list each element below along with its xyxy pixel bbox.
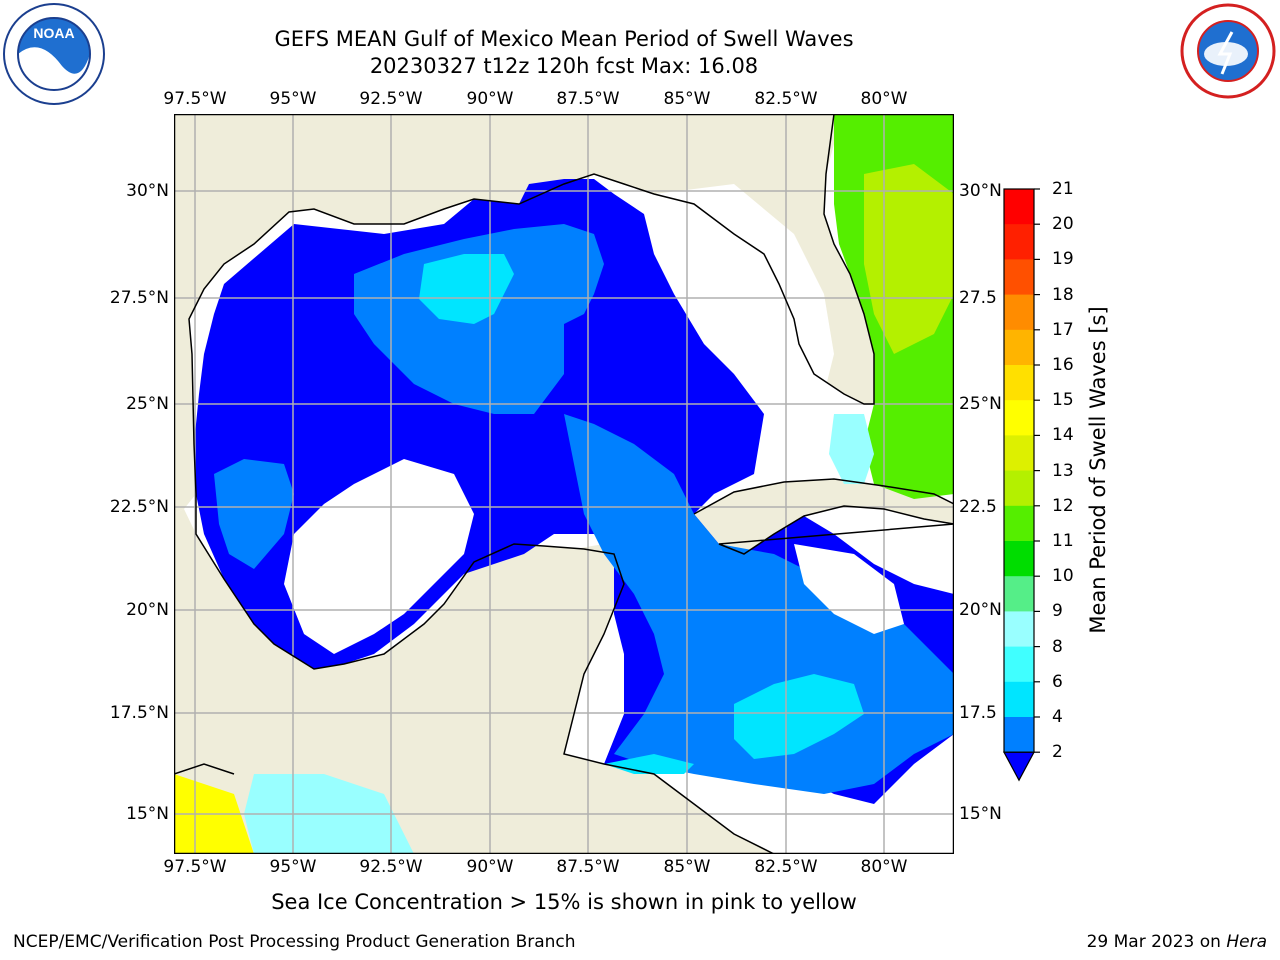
colorbar-tick-label: 21 — [1052, 179, 1074, 199]
chart-subtitle: 20230327 t12z 120h fcst Max: 16.08 — [369, 54, 759, 78]
lon-tick-label: 97.5°W — [163, 857, 227, 877]
colorbar-tick-label: 11 — [1052, 531, 1074, 551]
footer-date: 29 Mar 2023 on Hera — [1087, 932, 1267, 952]
lon-tick-label: 90°W — [466, 89, 514, 109]
lat-tick-label: 27.5°N — [109, 288, 169, 308]
colorbar-tick-label: 13 — [1052, 460, 1074, 481]
land-mexico — [174, 509, 774, 854]
colorbar-segment — [1004, 576, 1034, 612]
colorbar-segment — [1004, 646, 1034, 683]
lat-tick-label: 30°N — [959, 181, 1002, 201]
gulf-of-mexico-map — [174, 114, 954, 854]
period-4-6-west — [214, 459, 294, 569]
colorbar-tick-label: 9 — [1052, 601, 1063, 622]
gap-cuba-south — [794, 544, 904, 634]
lon-tick-label: 92.5°W — [359, 857, 423, 877]
lat-tick-label: 15°N — [126, 804, 169, 824]
land-yucatan — [474, 544, 624, 754]
colorbar-segment — [1004, 294, 1034, 331]
sea-ice-note: Sea Ice Concentration > 15% is shown in … — [271, 890, 857, 914]
footer-host: Hera — [1226, 932, 1267, 952]
lon-tick-label: 97.5°W — [163, 89, 227, 109]
colorbar-segment — [1004, 470, 1034, 507]
colorbar-tick-label: 2 — [1052, 742, 1063, 763]
lat-tick-label: 15°N — [959, 804, 1002, 824]
lat-tick-label: 22.5°N — [109, 497, 169, 517]
lat-tick-label: 17.5 — [959, 703, 997, 723]
lon-tick-label: 80°W — [860, 89, 908, 109]
colorbar-segment — [1004, 224, 1034, 260]
colorbar-tick-label: 19 — [1052, 249, 1074, 270]
lat-tick-label: 30°N — [126, 181, 169, 201]
lon-tick-label: 90°W — [466, 857, 514, 877]
lon-tick-label: 95°W — [269, 857, 317, 877]
colorbar-segment — [1004, 189, 1034, 225]
period-6-8-caribbean — [734, 674, 864, 759]
lat-tick-label: 25°N — [959, 394, 1002, 414]
colorbar-segment — [1004, 259, 1034, 296]
colorbar-segment — [1004, 400, 1034, 436]
lon-tick-label: 87.5°W — [556, 857, 620, 877]
gap-east — [654, 184, 834, 414]
colorbar-tick-label: 8 — [1052, 636, 1063, 657]
coastlines — [174, 114, 954, 854]
lat-tick-label: 20°N — [126, 600, 169, 620]
lat-tick-label: 22.5 — [959, 497, 997, 517]
colorbar-tick-label: 14 — [1052, 425, 1074, 446]
colorbar-segment — [1004, 541, 1034, 577]
colorbar-tick-label: 18 — [1052, 284, 1074, 305]
lon-tick-label: 82.5°W — [754, 89, 818, 109]
lon-tick-label: 95°W — [269, 89, 317, 109]
lat-tick-label: 17.5°N — [109, 703, 169, 723]
colorbar-segment — [1004, 435, 1034, 472]
colorbar-tick-label: 12 — [1052, 495, 1074, 516]
noaa-logo-text: NOAA — [33, 25, 74, 41]
colorbar-segment — [1004, 681, 1034, 718]
colorbar-segment — [1004, 717, 1034, 753]
colorbar-tick-label: 10 — [1052, 566, 1074, 587]
colorbar-extend-arrow — [1002, 751, 1036, 782]
colorbar-label: Mean Period of Swell Waves [s] — [1086, 306, 1110, 634]
colorbar-segment — [1004, 505, 1034, 542]
colorbar-tick-label: 17 — [1052, 319, 1074, 340]
period-12-13-atlantic — [864, 164, 954, 354]
land-cuba — [694, 479, 954, 554]
colorbar-segment — [1004, 611, 1034, 648]
colorbar-tick-label: 16 — [1052, 355, 1074, 375]
colorbar-tick-label: 4 — [1052, 707, 1063, 727]
chart-title: GEFS MEAN Gulf of Mexico Mean Period of … — [274, 27, 854, 51]
noaa-logo: NOAA — [3, 3, 105, 105]
colorbar — [1002, 188, 1040, 782]
lon-tick-label: 82.5°W — [754, 857, 818, 877]
land-usa — [174, 114, 874, 514]
lon-tick-label: 87.5°W — [556, 89, 620, 109]
lat-tick-label: 27.5 — [959, 288, 997, 308]
nws-logo — [1180, 3, 1276, 99]
colorbar-tick-label: 6 — [1052, 671, 1063, 692]
period-9-atlantic-south — [829, 414, 874, 484]
footer-date-text: 29 Mar 2023 on — [1086, 932, 1227, 952]
lon-tick-label: 85°W — [663, 89, 711, 109]
lon-tick-label: 80°W — [860, 857, 908, 877]
footer-credit: NCEP/EMC/Verification Post Processing Pr… — [13, 932, 576, 952]
colorbar-segment — [1004, 329, 1034, 366]
colorbar-segment — [1004, 365, 1034, 401]
swell-period-field — [174, 114, 954, 854]
lat-tick-label: 20°N — [959, 600, 1002, 620]
colorbar-tick-label: 15 — [1052, 390, 1074, 411]
lat-tick-label: 25°N — [126, 394, 169, 414]
lon-tick-label: 92.5°W — [359, 89, 423, 109]
colorbar-tick-label: 20 — [1052, 214, 1074, 235]
lon-tick-label: 85°W — [663, 857, 711, 877]
map-frame — [174, 114, 954, 854]
